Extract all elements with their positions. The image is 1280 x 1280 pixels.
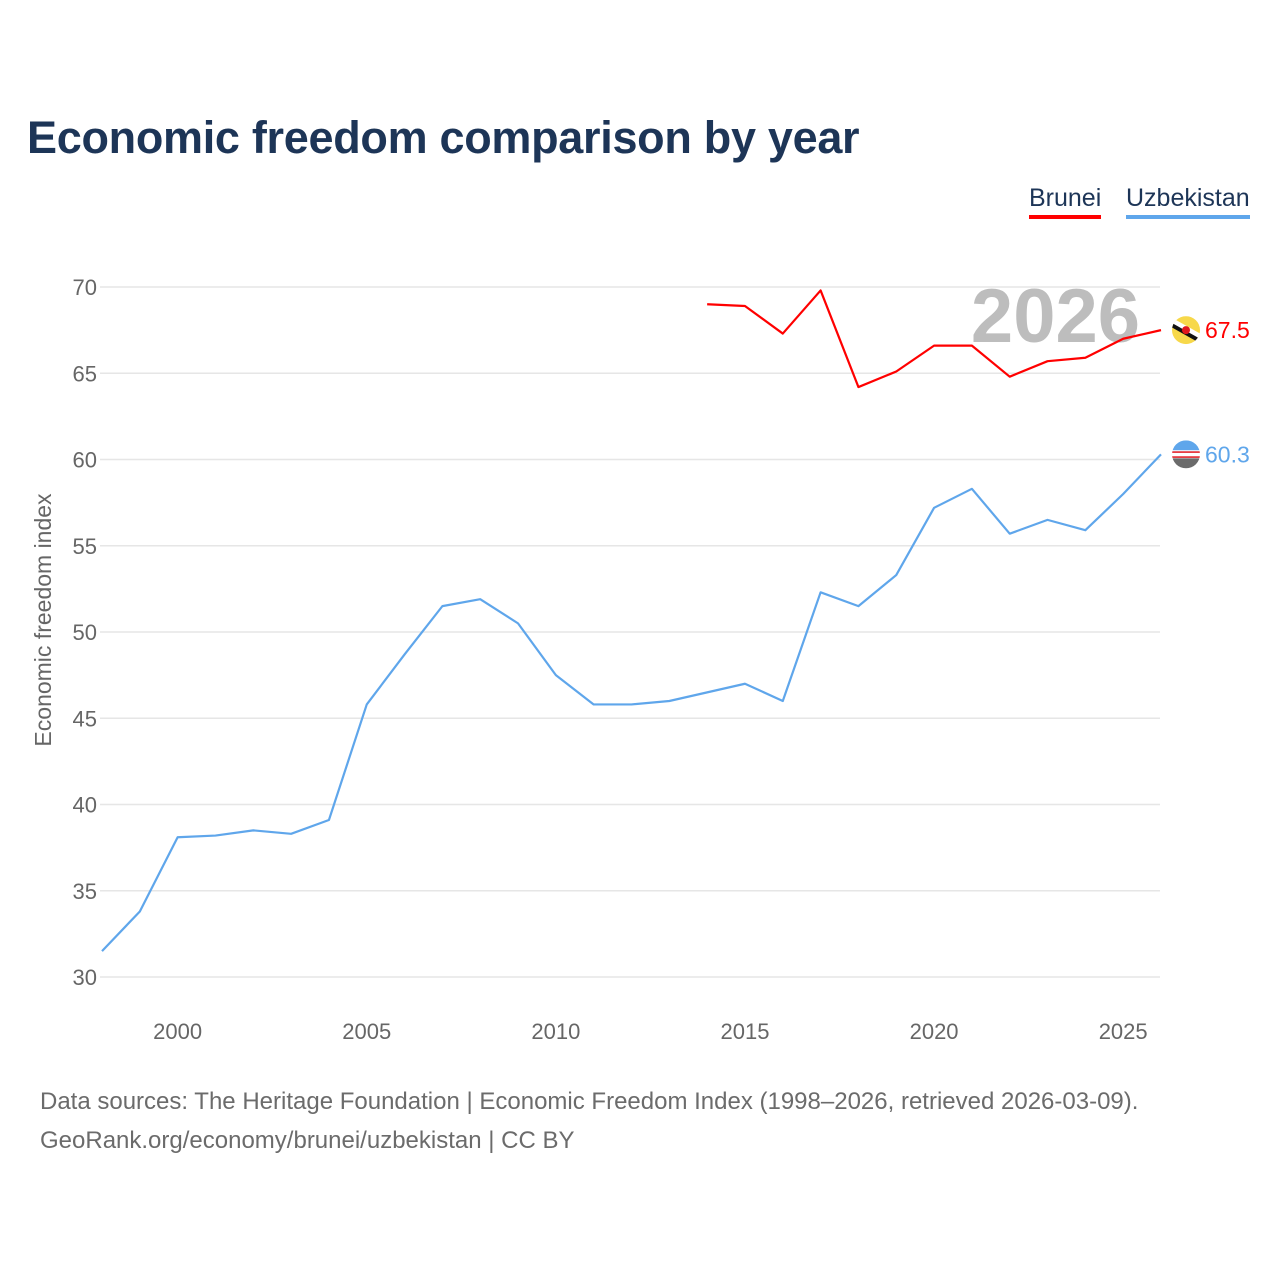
flag-stripe [1172,458,1200,469]
y-tick-label: 70 [73,275,97,300]
source-link[interactable]: GeoRank.org/economy/brunei/uzbekistan | … [40,1127,575,1154]
x-tick-label: 2020 [910,1019,959,1044]
year-watermark: 2026 [971,274,1140,359]
brunei-flag-icon [1172,316,1200,345]
x-tick-label: 2000 [153,1019,202,1044]
flag-emblem [1182,326,1190,335]
series-line-uzbekistan [101,453,1162,952]
flag-body [1172,316,1200,345]
legend-brunei[interactable]: Brunei [1029,184,1102,219]
y-tick-label: 35 [73,879,97,904]
flag-stripe [1172,451,1200,453]
source-text: Data sources: The Heritage Foundation | … [40,1088,1139,1115]
x-tick-label: 2025 [1099,1019,1148,1044]
y-tick-label: 30 [73,965,97,990]
y-tick-label: 65 [73,361,97,386]
x-tick-label: 2010 [531,1019,580,1044]
x-tick-label: 2015 [720,1019,769,1044]
y-tick-label: 60 [73,448,97,473]
y-tick-label: 40 [73,793,97,818]
uzbekistan-flag-icon [1172,440,1200,469]
flag-stripe [1172,440,1200,451]
y-tick-label: 55 [73,534,97,559]
y-axis-label: Economic freedom index [30,493,56,747]
series-line-brunei [707,289,1162,389]
flag-stripe [1172,450,1200,459]
y-tick-label: 50 [73,620,97,645]
legend-uzbekistan[interactable]: Uzbekistan [1126,184,1250,219]
flag-stripe [1172,456,1200,458]
end-value-label-uzbekistan: 60.3 [1205,441,1250,467]
x-tick-label: 2005 [342,1019,391,1044]
end-value-label-brunei: 67.5 [1205,317,1250,343]
y-tick-label: 45 [73,706,97,731]
flag-body [1172,440,1200,469]
chart-title: Economic freedom comparison by year [27,112,860,163]
